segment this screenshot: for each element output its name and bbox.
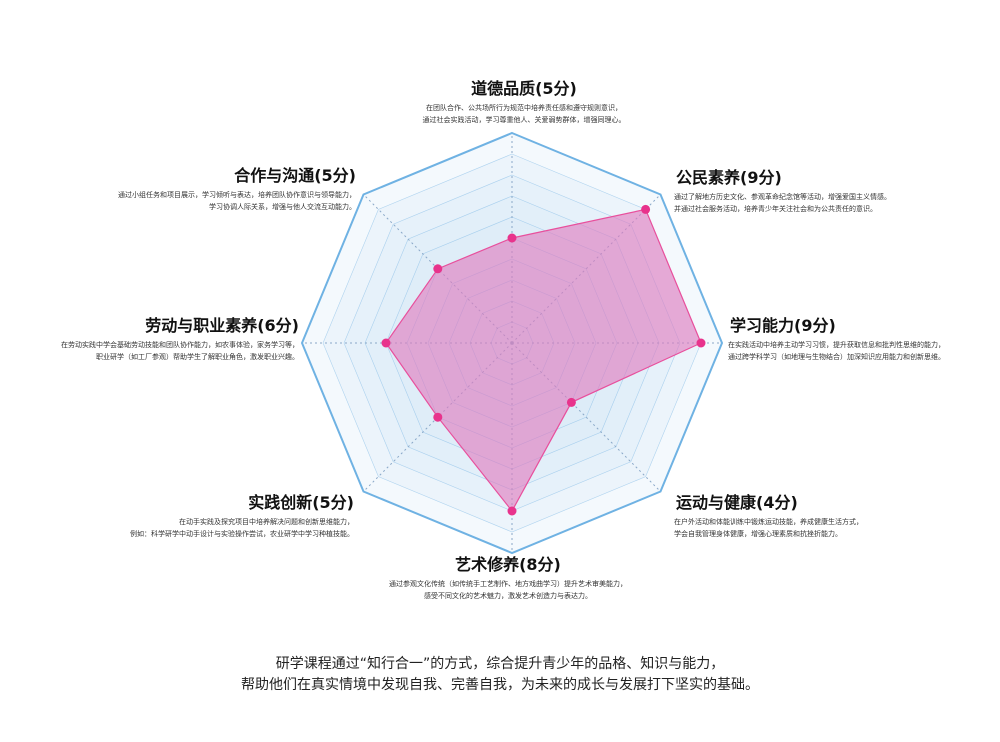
radar-category-description: 在户外活动和体能训练中锻炼运动技能，养成健康生活方式， [674,517,863,526]
radar-category-description: 在团队合作、公共场所行为规范中培养责任感和遵守规则意识， [426,103,622,112]
radar-category-description: 学习协调人际关系，增强与他人交流互动能力。 [209,202,356,211]
radar-category-description: 在动手实践及探究项目中培养解决问题和创新思维能力， [179,517,354,526]
radar-data-point [507,233,517,243]
radar-data-point [507,506,517,516]
radar-category-description: 职业研学（如工厂参观）帮助学生了解职业角色，激发职业兴趣。 [96,352,299,361]
radar-data-point [381,338,391,348]
footer: 研学课程通过“知行合一”的方式，综合提升青少年的品格、知识与能力， 帮助他们在真… [0,654,1000,696]
radar-category-label: 艺术修养(8分) [455,555,561,574]
radar-category-description: 例如：科学研学中动手设计与实验操作尝试，农业研学中学习种植技能。 [130,529,354,538]
radar-data-point [696,338,706,348]
radar-category-description: 通过社会实践活动，学习尊重他人、关爱弱势群体，增强同理心。 [423,115,626,124]
radar-category-label: 合作与沟通(5分) [234,166,356,185]
footer-line-1: 研学课程通过“知行合一”的方式，综合提升青少年的品格、知识与能力， [275,656,725,672]
radar-data-point [566,397,576,407]
radar-category-description: 在实践活动中培养主动学习习惯，提升获取信息和批判性思维的能力， [728,340,945,349]
radar-category-label: 劳动与职业素养(6分) [145,316,299,335]
radar-category-label: 公民素养(9分) [676,168,782,187]
radar-category-label: 道德品质(5分) [471,79,577,98]
radar-data-point [433,264,443,274]
radar-category-description: 通过小组任务和项目展示，学习倾听与表达，培养团队协作意识与领导能力， [118,190,356,199]
radar-category-label: 学习能力(9分) [730,316,836,335]
radar-data-point [433,412,443,422]
radar-category-description: 通过跨学科学习（如地理与生物结合）加深知识应用能力和创新思维。 [728,352,945,361]
radar-labels: 道德品质(5分) 在团队合作、公共场所行为规范中培养责任感和遵守规则意识， 通过社会… [61,79,945,600]
radar-category-description: 通过了解地方历史文化、参观革命纪念馆等活动，增强爱国主义情感。 [674,192,891,201]
radar-category-label: 运动与健康(4分) [676,493,798,512]
radar-category-description: 并通过社会服务活动，培养青少年关注社会和为公共责任的意识。 [674,204,877,213]
radar-category-label: 实践创新(5分) [248,493,354,512]
radar-category-description: 在劳动实践中学会基础劳动技能和团队协作能力，如农事体验，家务学习等， [61,340,299,349]
radar-category-description: 感受不同文化的艺术魅力，激发艺术创造力与表达力。 [424,591,592,600]
radar-data-point [641,204,651,214]
radar-category-description: 通过参观文化传统（如传统手工艺制作、地方戏曲学习）提升艺术审美能力， [389,579,627,588]
radar-category-description: 学会自我管理身体健康，增强心理素质和抗挫折能力。 [674,529,842,538]
radar-series [381,204,706,516]
footer-line-2: 帮助他们在真实情境中发现自我、完善自我，为未来的成长与发展打下坚实的基础。 [241,677,759,693]
